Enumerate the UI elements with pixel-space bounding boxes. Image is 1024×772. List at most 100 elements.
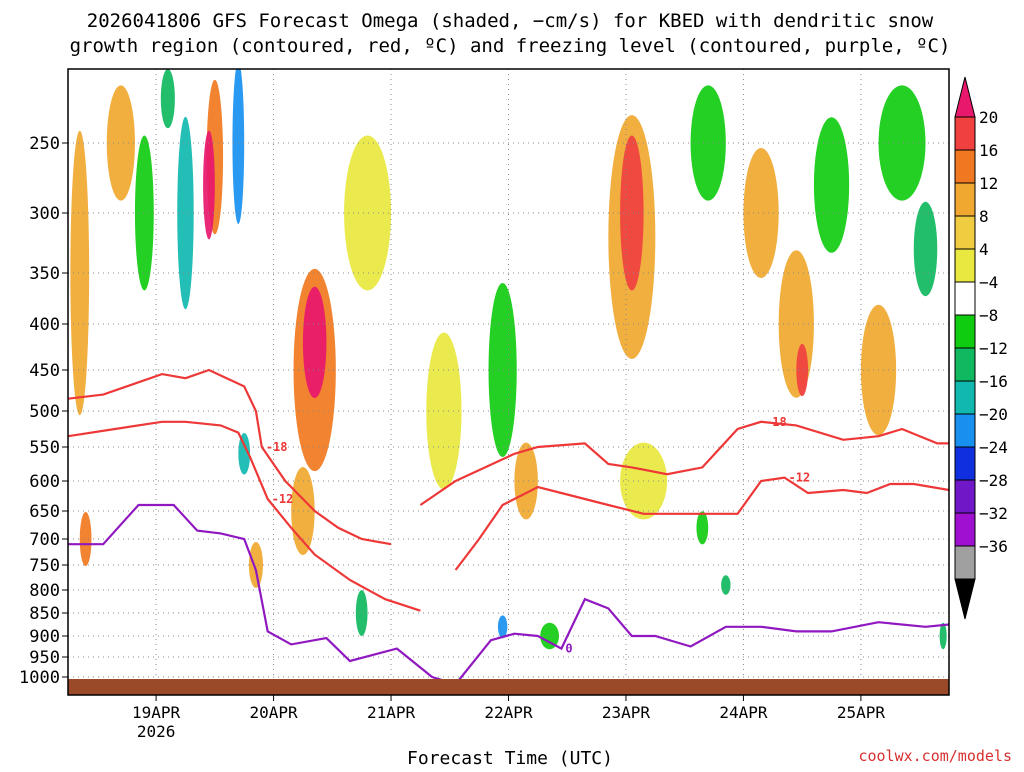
colorbar-label: 12 — [979, 174, 998, 193]
y-axis: 250 300 350 400 450 500 550 600 650 700 750 800 850 9… — [19, 134, 68, 688]
omega-blob — [743, 148, 779, 278]
omega-blob — [238, 433, 251, 475]
omega-blob — [540, 622, 560, 650]
omega-blob — [79, 512, 92, 566]
contour-label: -18 — [765, 415, 787, 429]
x-tick-label: 23APR — [602, 703, 651, 722]
colorbar-swatch — [954, 479, 976, 514]
x-tick-label: 20APR — [249, 703, 298, 722]
omega-blob — [160, 69, 175, 129]
contour-line — [68, 420, 421, 612]
y-tick-label: 850 — [29, 604, 60, 624]
omega-blob — [203, 130, 215, 240]
colorbar-label: −12 — [979, 339, 1008, 358]
omega-blob — [913, 201, 938, 297]
colorbar-label: −24 — [979, 438, 1008, 457]
colorbar-swatch — [954, 182, 976, 217]
x-axis-label: Forecast Time (UTC) — [407, 748, 613, 768]
contour-label: -18 — [266, 440, 288, 454]
colorbar-swatch — [954, 380, 976, 415]
colorbar-label: 20 — [979, 108, 998, 127]
colorbar-label: 8 — [979, 207, 989, 226]
contour-label: -12 — [272, 492, 294, 506]
colorbar-label: −32 — [979, 504, 1008, 523]
omega-blob — [796, 343, 809, 397]
chart-title-line2: growth region (contoured, red, ºC) and f… — [70, 35, 951, 57]
x-tick-label: 24APR — [719, 703, 768, 722]
x-tick-label: 22APR — [484, 703, 533, 722]
x-tick-label: 21APR — [367, 703, 416, 722]
colorbar-swatch — [954, 446, 976, 481]
y-tick-label: 450 — [29, 361, 60, 381]
omega-blob — [488, 283, 517, 457]
y-tick-label: 1000 — [19, 668, 60, 688]
colorbar-swatch — [954, 248, 976, 283]
omega-blob — [696, 511, 709, 545]
y-tick-label: 900 — [29, 627, 60, 647]
colorbar-label: −8 — [979, 306, 998, 325]
colorbar-swatch — [954, 149, 976, 184]
colorbar-label: −36 — [979, 537, 1008, 556]
omega-blob — [106, 85, 135, 201]
y-tick-label: 500 — [29, 402, 60, 422]
omega-blob — [878, 85, 926, 201]
y-tick-label: 600 — [29, 472, 60, 492]
contour-line — [68, 503, 949, 686]
contour-label: 0 — [565, 642, 572, 656]
colorbar-swatch — [954, 512, 976, 547]
y-tick-label: 750 — [29, 556, 60, 576]
ground-surface — [68, 679, 949, 695]
contour-line — [454, 476, 949, 571]
chart-title-line1: 2026041806 GFS Forecast Omega (shaded, −… — [87, 10, 934, 32]
colorbar-bottom-arrow — [954, 578, 976, 620]
colorbar-swatch — [954, 347, 976, 382]
colorbar-label: −28 — [979, 471, 1008, 490]
omega-blob — [813, 117, 850, 253]
colorbar-swatch — [954, 116, 976, 151]
y-tick-label: 350 — [29, 264, 60, 284]
omega-blob — [248, 542, 263, 588]
omega-blob — [70, 130, 90, 416]
colorbar-top-arrow — [954, 76, 976, 118]
y-tick-label: 950 — [29, 648, 60, 668]
colorbar-swatch — [954, 215, 976, 250]
colorbar: 20 16 12 8 4 −4 −8 −12 −16 −20 −24 −28 −32 −36 — [954, 76, 1008, 620]
colorbar-swatch — [954, 413, 976, 448]
contour-line — [68, 368, 392, 546]
colorbar-label: 4 — [979, 240, 989, 259]
contours: -18 -12 -18 -12 0 — [68, 368, 949, 686]
omega-blob — [134, 135, 154, 291]
x-tick-label: 19APR — [132, 703, 181, 722]
y-tick-label: 250 — [29, 134, 60, 154]
colorbar-swatch — [954, 545, 976, 580]
omega-blob — [355, 590, 368, 636]
colorbar-label: −20 — [979, 405, 1008, 424]
y-tick-label: 800 — [29, 581, 60, 601]
colorbar-swatch — [954, 281, 976, 316]
omega-blob — [497, 615, 508, 639]
plot-area: -18 -12 -18 -12 0 — [67, 68, 950, 696]
omega-blob — [514, 442, 538, 520]
plot-content: -18 -12 -18 -12 0 — [68, 69, 949, 695]
credit-link[interactable]: coolwx.com/models — [858, 747, 1012, 765]
omega-blob — [177, 116, 194, 310]
omega-blob — [344, 135, 392, 291]
contour-label: -12 — [789, 471, 811, 485]
grid — [68, 69, 949, 695]
colorbar-label: −16 — [979, 372, 1008, 391]
colorbar-label: 16 — [979, 141, 998, 160]
y-tick-label: 300 — [29, 204, 60, 224]
omega-shading — [70, 69, 947, 650]
y-tick-label: 650 — [29, 502, 60, 522]
contour-line — [419, 420, 949, 506]
x-tick-label: 25APR — [837, 703, 886, 722]
omega-blob — [302, 286, 327, 399]
colorbar-swatch — [954, 314, 976, 349]
x-tick-sublabel: 2026 — [137, 722, 176, 741]
colorbar-label: −4 — [979, 273, 998, 292]
omega-blob — [232, 69, 245, 224]
y-tick-label: 550 — [29, 438, 60, 458]
